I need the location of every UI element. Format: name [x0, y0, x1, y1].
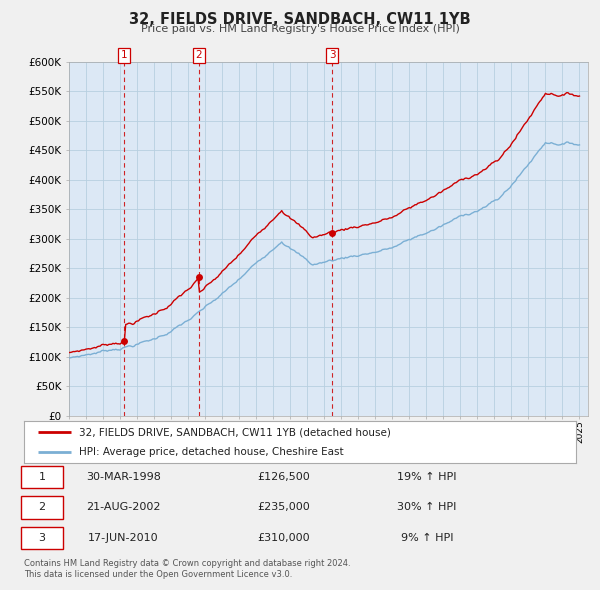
Text: 21-AUG-2002: 21-AUG-2002 [86, 503, 161, 512]
Text: Contains HM Land Registry data © Crown copyright and database right 2024.: Contains HM Land Registry data © Crown c… [24, 559, 350, 568]
FancyBboxPatch shape [21, 527, 62, 549]
Text: 3: 3 [38, 533, 46, 543]
Text: 1: 1 [121, 50, 128, 60]
Text: 2: 2 [38, 503, 46, 512]
Text: 30% ↑ HPI: 30% ↑ HPI [397, 503, 457, 512]
Text: 30-MAR-1998: 30-MAR-1998 [86, 472, 161, 481]
Text: 9% ↑ HPI: 9% ↑ HPI [401, 533, 453, 543]
Text: 19% ↑ HPI: 19% ↑ HPI [397, 472, 457, 481]
Text: Price paid vs. HM Land Registry's House Price Index (HPI): Price paid vs. HM Land Registry's House … [140, 24, 460, 34]
Text: HPI: Average price, detached house, Cheshire East: HPI: Average price, detached house, Ches… [79, 447, 344, 457]
Text: 32, FIELDS DRIVE, SANDBACH, CW11 1YB: 32, FIELDS DRIVE, SANDBACH, CW11 1YB [129, 12, 471, 27]
Text: £310,000: £310,000 [257, 533, 310, 543]
Text: 1: 1 [38, 472, 46, 481]
FancyBboxPatch shape [21, 496, 62, 519]
Text: 32, FIELDS DRIVE, SANDBACH, CW11 1YB (detached house): 32, FIELDS DRIVE, SANDBACH, CW11 1YB (de… [79, 427, 391, 437]
Text: This data is licensed under the Open Government Licence v3.0.: This data is licensed under the Open Gov… [24, 571, 292, 579]
Text: 17-JUN-2010: 17-JUN-2010 [88, 533, 158, 543]
FancyBboxPatch shape [21, 466, 62, 488]
Text: £235,000: £235,000 [257, 503, 310, 512]
Text: £126,500: £126,500 [257, 472, 310, 481]
Text: 2: 2 [196, 50, 202, 60]
Text: 3: 3 [329, 50, 335, 60]
